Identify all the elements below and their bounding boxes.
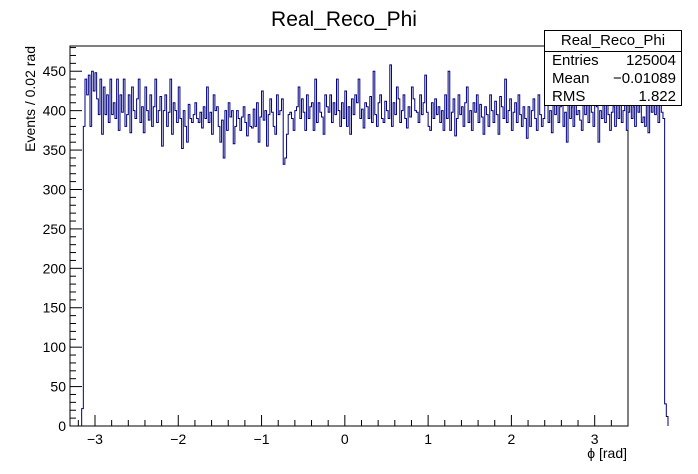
- stats-mean-row: Mean −0.01089: [545, 70, 681, 88]
- stats-rms-value: 1.822: [638, 88, 676, 105]
- y-tick-label: 200: [43, 260, 67, 276]
- y-tick-label: 50: [50, 379, 66, 395]
- stats-entries-value: 125004: [625, 52, 676, 69]
- x-tick-label: 0: [341, 431, 349, 447]
- y-tick-label: 100: [43, 339, 67, 355]
- histogram-bin: [658, 122, 660, 426]
- histogram-outline: [81, 64, 669, 426]
- y-tick-label: 400: [43, 103, 67, 119]
- stats-title: Real_Reco_Phi: [545, 31, 681, 52]
- histogram-bin: [631, 119, 633, 426]
- stats-mean-label: Mean: [552, 70, 590, 87]
- histogram-bin: [640, 103, 642, 426]
- x-tick-label: 1: [424, 431, 432, 447]
- stats-entries-label: Entries: [552, 52, 599, 69]
- y-tick-label: 300: [43, 181, 67, 197]
- axis-tick-labels: −3 −2 −1 0 1 2 3 0 50 100 150 200 250 300 350 400 450: [43, 63, 599, 447]
- y-tick-label: 150: [43, 300, 67, 316]
- histogram-bin: [655, 115, 657, 426]
- histogram-bin: [651, 112, 653, 426]
- x-tick-label: −3: [87, 431, 103, 447]
- chart-title: Real_Reco_Phi: [271, 8, 417, 31]
- histogram-bin: [653, 79, 655, 426]
- histogram-bin: [633, 107, 635, 426]
- histogram-bin: [650, 91, 652, 426]
- x-axis-label: ϕ [rad]: [587, 445, 627, 461]
- y-tick-label: 0: [58, 418, 66, 434]
- stats-rms-label: RMS: [552, 88, 586, 105]
- histogram-bin: [643, 117, 645, 426]
- histogram-bin: [648, 133, 650, 426]
- histogram-bin: [645, 126, 647, 426]
- histogram-bin: [635, 126, 637, 426]
- histogram-bin: [641, 122, 643, 426]
- histogram-bin: [638, 112, 640, 426]
- y-axis-label: Events / 0.02 rad: [22, 46, 38, 152]
- stats-rms-row: RMS 1.822: [545, 88, 681, 106]
- histogram-bin: [656, 103, 658, 426]
- x-tick-label: 3: [591, 431, 599, 447]
- histogram-bin: [660, 95, 662, 426]
- x-tick-label: −1: [254, 431, 270, 447]
- x-tick-label: 2: [508, 431, 516, 447]
- x-tick-label: −2: [170, 431, 186, 447]
- histogram-bin: [636, 95, 638, 426]
- stats-entries-row: Entries 125004: [545, 52, 681, 70]
- y-tick-label: 450: [43, 63, 67, 79]
- histogram-bin: [661, 112, 663, 426]
- histogram-bin: [630, 99, 632, 426]
- stats-mean-value: −0.01089: [613, 70, 676, 87]
- histogram-bin: [646, 103, 648, 426]
- y-tick-label: 350: [43, 142, 67, 158]
- y-tick-label: 250: [43, 221, 67, 237]
- axis-ticks: [70, 47, 629, 427]
- stats-box: Real_Reco_Phi Entries 125004 Mean −0.010…: [544, 30, 682, 106]
